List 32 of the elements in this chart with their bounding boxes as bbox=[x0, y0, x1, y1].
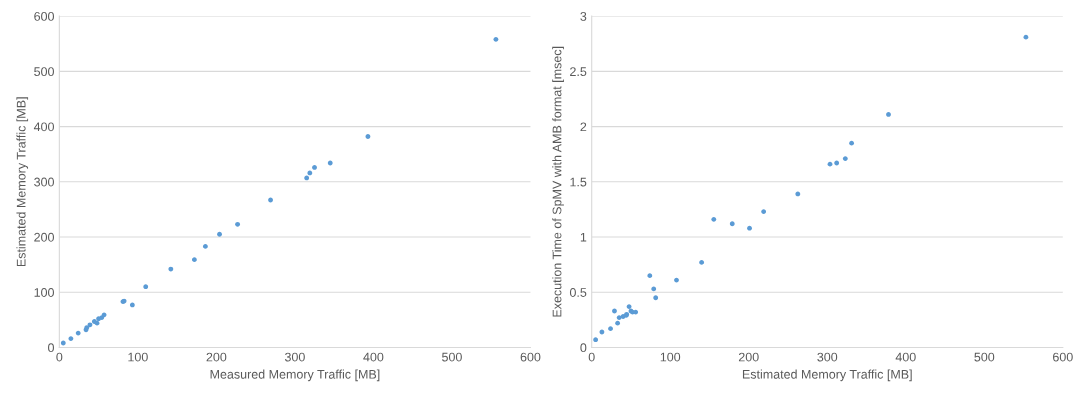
y-tick-label: 2 bbox=[580, 122, 587, 132]
x-tick-label: 100 bbox=[660, 352, 681, 362]
y-tick-label: 0.5 bbox=[569, 288, 587, 297]
y-axis-title: Execution Time of SpMV with AMB format [msec] bbox=[552, 46, 564, 317]
x-tick-label: 500 bbox=[974, 352, 995, 362]
y-tick-label: 500 bbox=[34, 67, 54, 77]
y-tick-label: 200 bbox=[34, 232, 54, 242]
y-tick-label: 1 bbox=[580, 232, 587, 242]
x-tick-label: 400 bbox=[895, 352, 916, 362]
y-tick-label: 0 bbox=[580, 343, 587, 353]
x-axis-title: Estimated Memory Traffic [MB] bbox=[742, 369, 912, 382]
y-axis-title: Estimated Memory Traffic [MB] bbox=[16, 97, 29, 267]
x-tick-label: 200 bbox=[206, 352, 227, 362]
x-tick-label: 300 bbox=[817, 352, 838, 362]
x-tick-label: 600 bbox=[1053, 352, 1073, 362]
y-tick-label: 300 bbox=[34, 177, 54, 187]
x-tick-label: 300 bbox=[284, 352, 305, 362]
y-tick-label: 1.5 bbox=[570, 177, 587, 187]
y-tick-label: 100 bbox=[34, 288, 54, 297]
y-tick-label: 3 bbox=[580, 11, 587, 21]
x-tick-label: 0 bbox=[588, 352, 595, 362]
x-tick-label: 200 bbox=[738, 352, 759, 362]
y-tick-label: 400 bbox=[33, 122, 54, 132]
y-tick-label: 600 bbox=[34, 11, 54, 21]
x-tick-label: 600 bbox=[520, 352, 541, 362]
x-tick-label: 400 bbox=[363, 352, 384, 362]
x-tick-label: 0 bbox=[56, 352, 63, 362]
x-tick-label: 500 bbox=[442, 352, 462, 362]
y-tick-label: 2.5 bbox=[570, 67, 587, 77]
y-tick-label: 0 bbox=[48, 343, 54, 353]
x-axis-title: Measured Memory Traffic [MB] bbox=[210, 369, 380, 382]
x-tick-label: 100 bbox=[128, 352, 148, 362]
